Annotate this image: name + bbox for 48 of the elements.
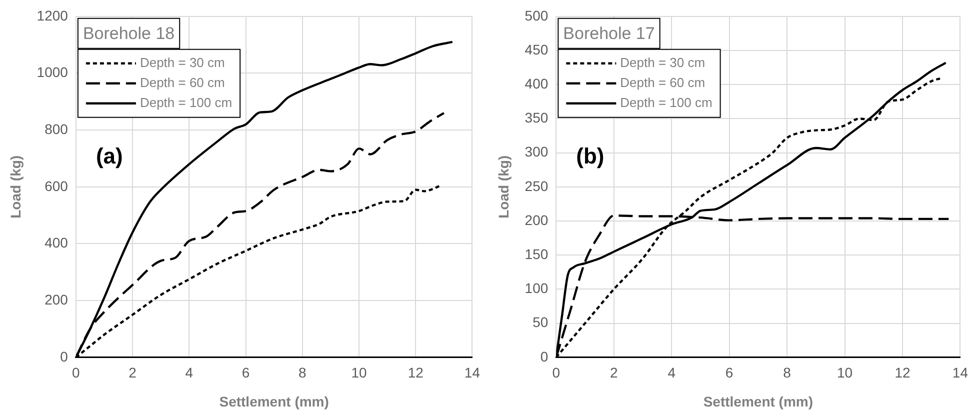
x-axis-title: Settlement (mm) xyxy=(219,393,329,410)
legend-label: Depth = 100 cm xyxy=(140,94,232,110)
y-tick-label: 250 xyxy=(524,178,548,194)
y-tick-label: 450 xyxy=(524,41,548,58)
legend-label: Depth = 100 cm xyxy=(620,94,712,110)
x-tick-label: 6 xyxy=(725,364,734,381)
y-tick-label: 0 xyxy=(540,348,548,364)
x-tick-label: 8 xyxy=(783,364,792,381)
y-tick-label: 200 xyxy=(524,212,548,228)
x-tick-label: 12 xyxy=(408,364,424,381)
y-tick-label: 300 xyxy=(524,144,548,160)
y-tick-label: 1000 xyxy=(36,64,68,80)
text: Borehole 18 xyxy=(82,24,175,44)
annotation: (b) xyxy=(576,143,604,168)
y-tick-label: 800 xyxy=(44,120,68,137)
x-tick-label: 10 xyxy=(836,364,853,381)
y-tick-label: 1200 xyxy=(36,7,68,24)
x-tick-label: 0 xyxy=(552,364,560,381)
y-tick-label: 50 xyxy=(532,314,548,330)
legend-label: Depth = 30 cm xyxy=(620,54,706,70)
x-tick-label: 2 xyxy=(128,364,137,381)
x-tick-label: 0 xyxy=(72,364,80,381)
x-tick-label: 2 xyxy=(610,364,618,381)
y-tick-label: 400 xyxy=(44,234,68,251)
x-tick-label: 4 xyxy=(185,364,194,381)
text: Borehole 17 xyxy=(563,24,655,44)
y-tick-label: 400 xyxy=(524,75,548,92)
y-tick-label: 100 xyxy=(524,280,548,296)
x-tick-label: 8 xyxy=(298,364,306,381)
y-axis-title: Load (kg) xyxy=(7,155,24,218)
y-axis-title: Load (kg) xyxy=(495,155,512,218)
x-tick-label: 10 xyxy=(351,364,367,381)
y-tick-label: 500 xyxy=(524,7,548,24)
x-axis-title: Settlement (mm) xyxy=(703,393,814,410)
x-tick-label: 14 xyxy=(464,364,480,381)
annotation: (a) xyxy=(96,143,123,168)
legend-label: Depth = 30 cm xyxy=(140,54,225,70)
legend-label: Depth = 60 cm xyxy=(620,74,706,90)
x-tick-label: 4 xyxy=(668,364,676,381)
legend-label: Depth = 60 cm xyxy=(140,74,225,90)
y-tick-label: 600 xyxy=(44,178,68,194)
y-tick-label: 150 xyxy=(524,246,548,262)
y-tick-label: 350 xyxy=(524,110,548,126)
x-tick-label: 6 xyxy=(242,364,250,381)
x-tick-label: 14 xyxy=(952,364,968,381)
y-tick-label: 0 xyxy=(60,348,68,364)
x-tick-label: 12 xyxy=(894,364,910,381)
y-tick-label: 200 xyxy=(44,291,68,308)
